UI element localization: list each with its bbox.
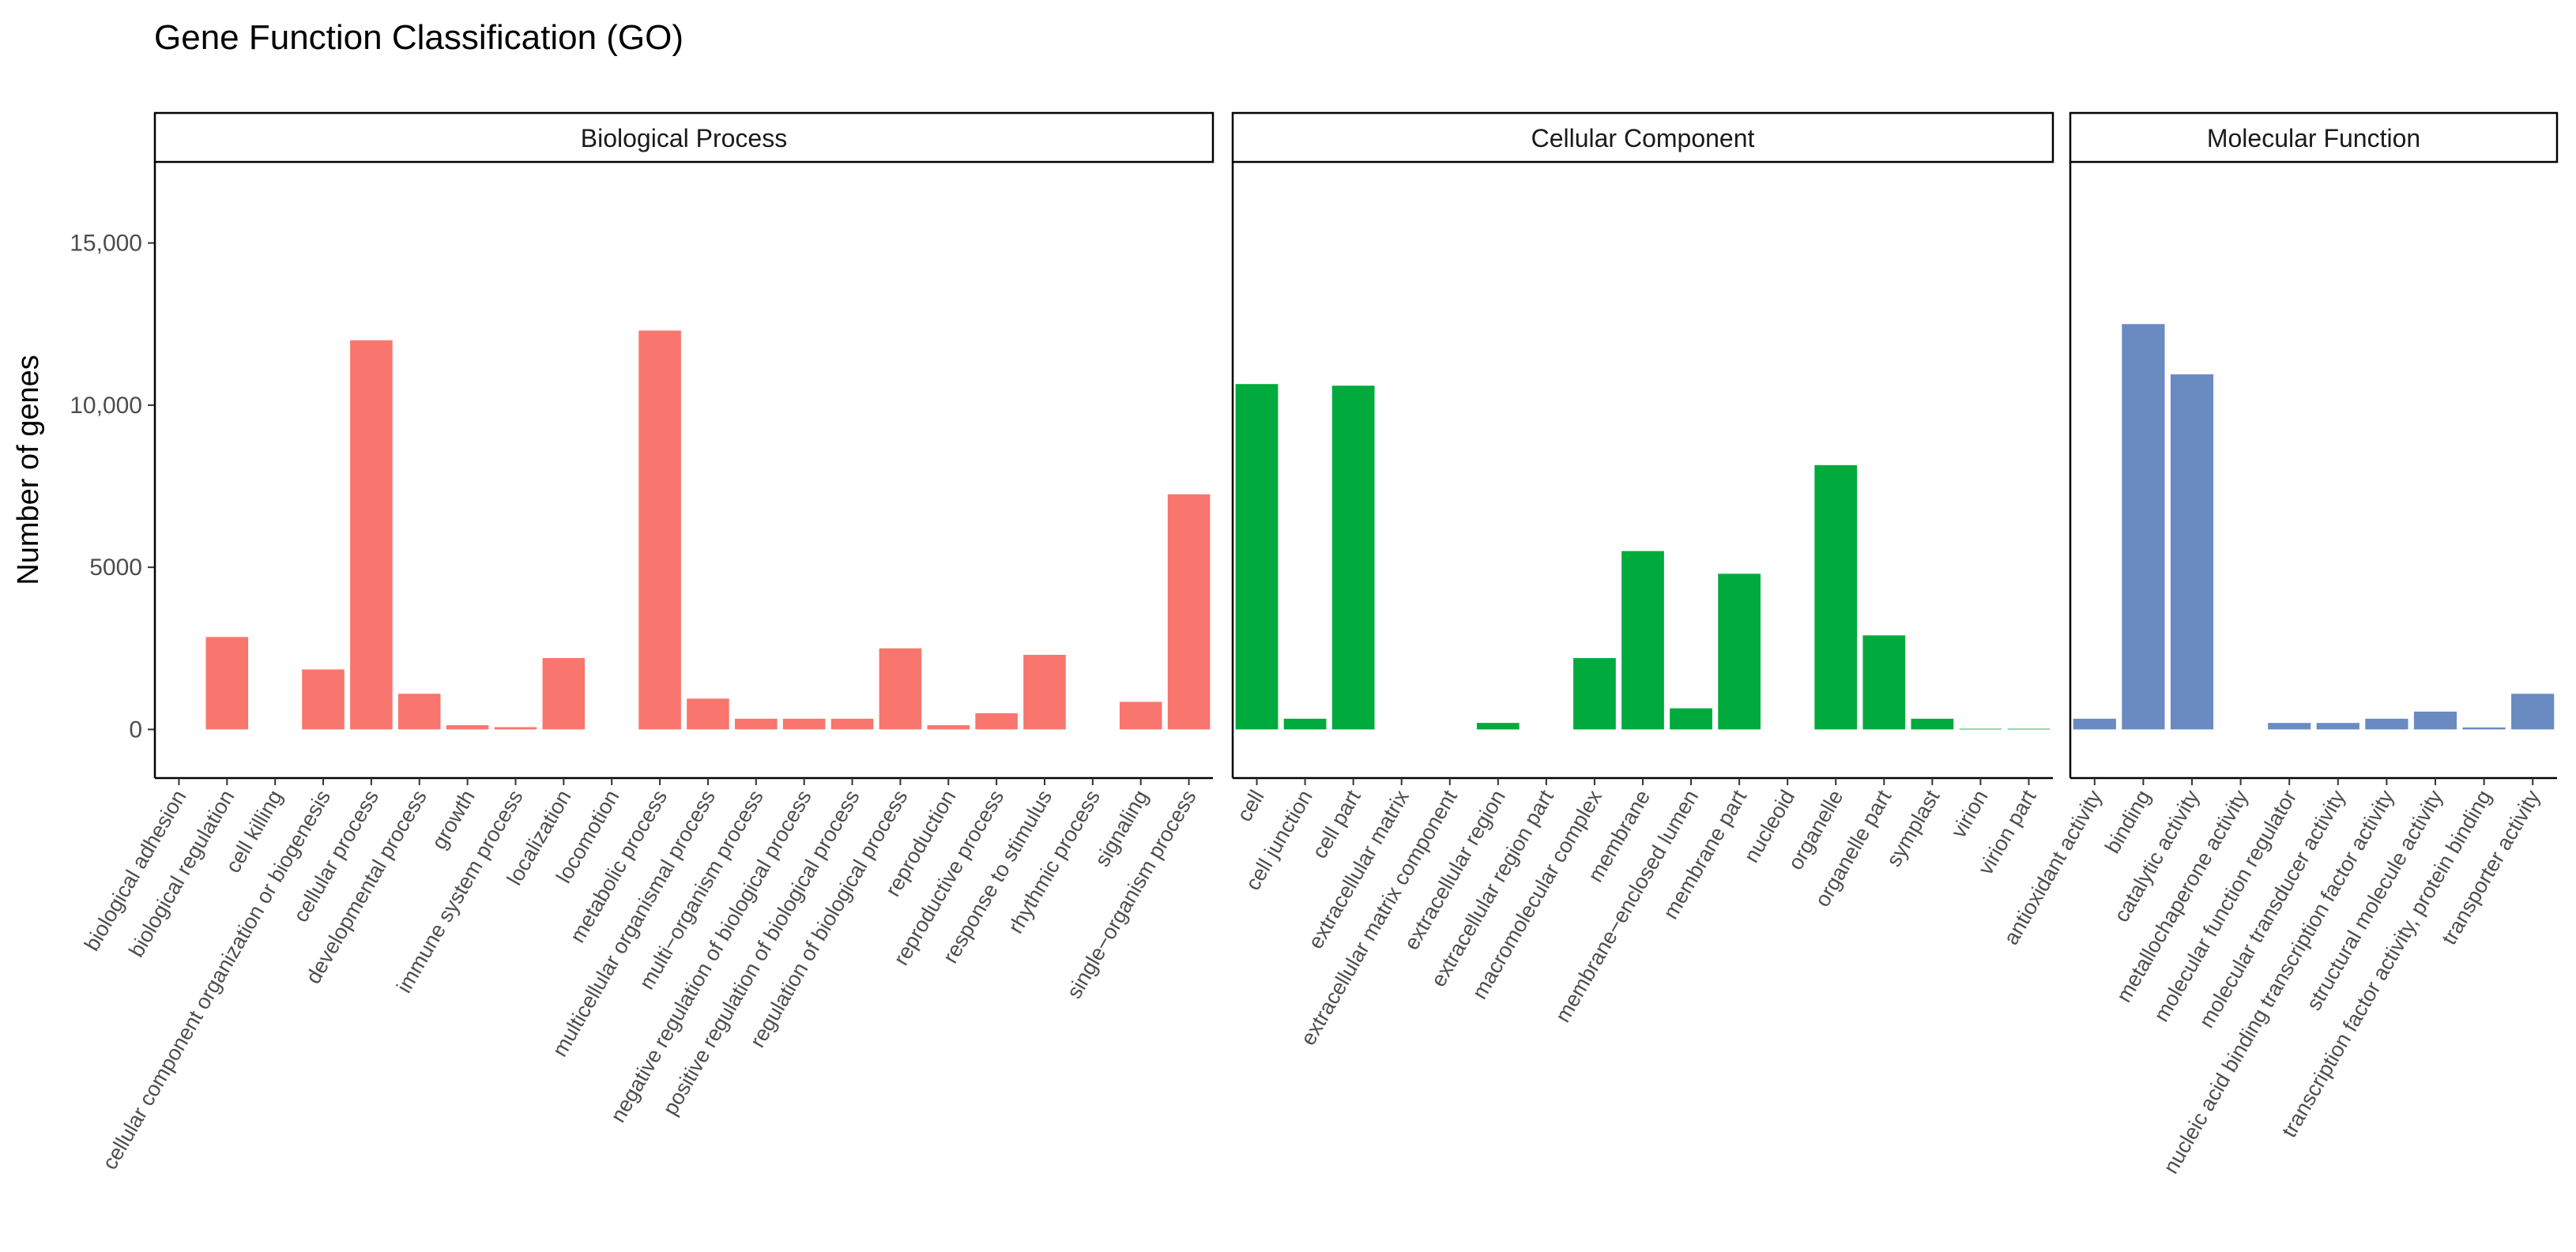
bar-organelle-part <box>1862 635 1906 730</box>
bar-localization <box>542 658 586 730</box>
bar-binding <box>2122 324 2165 730</box>
bar-virion <box>1959 728 2002 730</box>
bar-transporter-activity <box>2511 694 2555 730</box>
bar-regulation-of-biological-process <box>879 648 922 730</box>
bar-virion-part <box>2007 728 2051 730</box>
chart-title: Gene Function Classification (GO) <box>154 18 684 57</box>
bar-extracellular-region <box>1476 723 1520 730</box>
bar-positive-regulation-of-biological-process <box>830 718 874 730</box>
bar-reproductive-process <box>975 712 1018 730</box>
y-tick-label: 0 <box>129 716 142 743</box>
bar-cell-part <box>1331 385 1375 730</box>
bar-cellular-component-organization-or-biogenesis <box>302 669 345 730</box>
x-tick-label-virion: virion <box>1946 786 1992 842</box>
bar-nucleic-acid-binding-transcription-factor-activity <box>2365 718 2408 730</box>
facet-strip-molecular-function <box>2069 111 2559 164</box>
bar-membrane-part <box>1718 573 1761 730</box>
facet-title: Molecular Function <box>2207 124 2420 152</box>
bar-multicellular-organismal-process <box>687 698 729 730</box>
y-tick-label: 5000 <box>89 555 142 581</box>
bar-membrane-enclosed-lumen <box>1670 708 1712 730</box>
bar-molecular-function-regulator <box>2268 723 2311 730</box>
facet-title: Cellular Component <box>1531 124 1755 152</box>
bar-transcription-factor-activity-protein-binding <box>2462 727 2506 730</box>
x-tick-label-cellular-component-organization-or-biogenesis: cellular component organization or bioge… <box>98 786 336 1174</box>
bar-catalytic-activity <box>2170 374 2214 730</box>
bar-cell-junction <box>1283 718 1327 730</box>
bar-membrane <box>1621 551 1664 730</box>
facet-strip-cellular-component <box>1231 111 2054 164</box>
bar-developmental-process <box>397 694 441 730</box>
x-tick-label-cell: cell <box>1232 786 1268 825</box>
bar-structural-molecule-activity <box>2413 711 2457 730</box>
bar-signaling <box>1119 701 1162 730</box>
y-tick-label: 15,000 <box>70 231 142 257</box>
bar-response-to-stimulus <box>1023 655 1066 730</box>
bar-multi-organism-process <box>735 718 778 730</box>
bar-biological-regulation <box>205 637 249 730</box>
bar-metabolic-process <box>638 330 681 730</box>
bar-single-organism-process <box>1167 494 1211 730</box>
x-tick-label-binding: binding <box>2100 786 2156 857</box>
y-tick-label: 10,000 <box>70 393 142 419</box>
bar-molecular-transducer-activity <box>2316 723 2359 730</box>
bar-antioxidant-activity <box>2073 718 2116 730</box>
bar-reproduction <box>927 725 970 730</box>
bar-growth <box>446 725 489 730</box>
bar-immune-system-process <box>494 727 537 730</box>
bar-cell <box>1235 384 1279 730</box>
bar-organelle <box>1814 464 1858 730</box>
y-axis-label: Number of genes <box>12 355 45 585</box>
bar-cellular-process <box>350 340 393 730</box>
facet-strip-biological-process <box>153 111 1215 164</box>
facet-title: Biological Process <box>581 124 787 152</box>
bar-symplast <box>1911 718 1954 730</box>
x-tick-label-growth: growth <box>427 786 480 853</box>
bar-macromolecular-complex <box>1573 658 1616 730</box>
bar-negative-regulation-of-biological-process <box>782 718 826 730</box>
